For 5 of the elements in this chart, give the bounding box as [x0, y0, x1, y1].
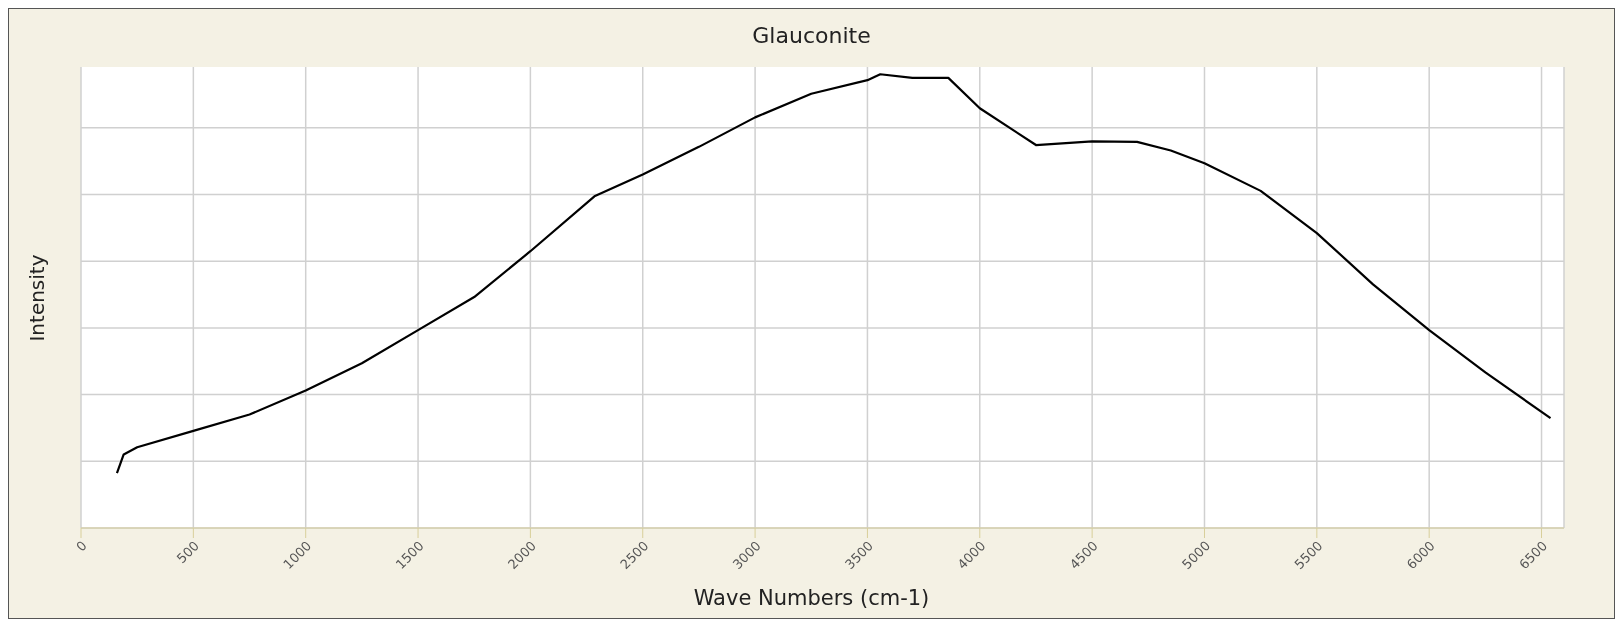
x-tick-label: 0	[73, 538, 90, 555]
y-axis-title: Intensity	[25, 252, 49, 344]
x-axis-title: Wave Numbers (cm-1)	[692, 586, 931, 610]
x-tick-label: 500	[173, 538, 202, 567]
chart-title: Glauconite	[751, 23, 872, 48]
